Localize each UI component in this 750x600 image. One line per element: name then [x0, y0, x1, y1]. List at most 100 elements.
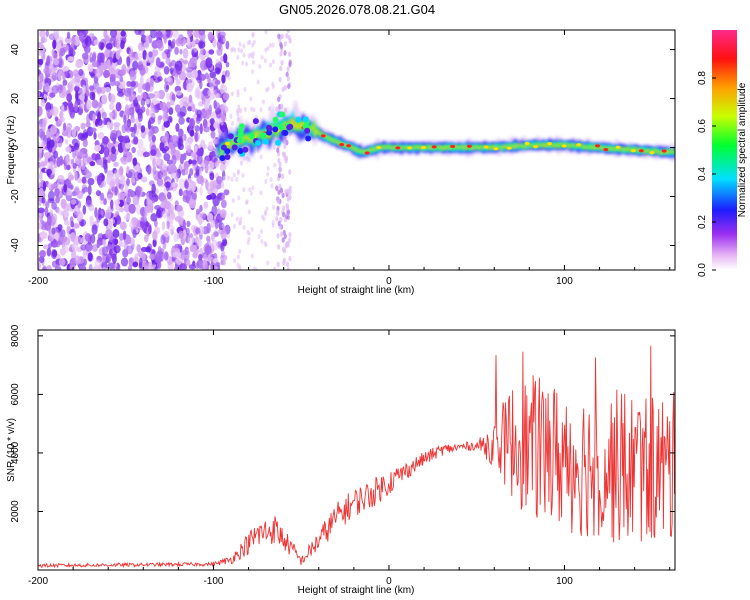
noise-blob: [263, 58, 267, 64]
noise-blob: [152, 238, 157, 248]
noise-blob: [66, 225, 71, 232]
spectrogram-x-axis: -200 -100 0 100: [28, 30, 671, 287]
noise-blob: [140, 98, 146, 107]
spectrogram-heatmap: [38, 30, 675, 270]
noise-blob: [79, 93, 85, 102]
noise-blob: [179, 178, 186, 190]
noise-blob: [239, 108, 243, 114]
noise-blob: [229, 113, 233, 119]
noise-blob: [154, 127, 159, 134]
noise-blob: [175, 78, 181, 86]
noise-blob: [48, 235, 54, 242]
onset-blob: [260, 132, 267, 139]
noise-blob: [125, 95, 130, 102]
noise-blob: [185, 66, 193, 73]
noise-blob: [154, 254, 160, 263]
noise-blob: [278, 166, 283, 173]
noise-blob: [125, 245, 134, 255]
noise-blob: [120, 156, 129, 165]
noise-blob: [150, 213, 158, 222]
noise-blob: [209, 262, 216, 270]
ridge-peak: [506, 146, 512, 150]
noise-blob: [269, 177, 273, 183]
noise-blob: [117, 192, 125, 201]
noise-blob: [271, 204, 275, 210]
noise-blob: [66, 31, 71, 40]
noise-blob: [39, 171, 43, 182]
noise-blob: [151, 196, 156, 204]
noise-blob: [179, 263, 188, 270]
noise-blob: [205, 155, 210, 163]
snr-frame: [37, 329, 676, 571]
noise-blob: [233, 258, 237, 264]
noise-blob: [159, 141, 165, 152]
noise-blob: [38, 222, 42, 230]
noise-blob: [109, 73, 116, 82]
noise-blob: [210, 239, 219, 251]
noise-blob: [242, 52, 246, 58]
noise-blob: [222, 175, 226, 181]
noise-blob: [38, 207, 45, 214]
noise-blob: [87, 65, 94, 72]
noise-blob: [74, 85, 80, 93]
onset-blob: [287, 123, 294, 130]
noise-blob: [95, 190, 102, 197]
noise-blob: [101, 111, 107, 120]
noise-blob: [128, 203, 136, 214]
noise-blob: [243, 87, 247, 93]
noise-blob: [206, 235, 211, 242]
noise-blob: [49, 209, 54, 217]
snr-x-tick-label: 0: [386, 576, 392, 587]
ridge-peak: [661, 149, 667, 153]
noise-blob: [97, 52, 103, 64]
noise-blob: [269, 62, 273, 68]
noise-blob: [74, 156, 82, 165]
noise-blob: [71, 249, 77, 261]
noise-blob: [195, 208, 200, 215]
onset-blob: [254, 140, 261, 147]
noise-blob: [79, 153, 86, 159]
noise-blob: [194, 131, 199, 143]
noise-blob: [190, 151, 196, 158]
noise-blob: [100, 192, 105, 201]
ridge-peak: [431, 145, 437, 149]
noise-blob: [249, 96, 253, 102]
ridge-peak: [547, 141, 553, 146]
noise-blob: [182, 47, 189, 59]
noise-blob: [251, 59, 255, 65]
noise-blob: [264, 179, 268, 185]
noise-blob: [157, 76, 163, 82]
noise-blob: [75, 60, 83, 69]
noise-blob: [39, 231, 48, 240]
noise-blob: [207, 141, 214, 150]
noise-blob: [85, 121, 91, 128]
noise-blob: [87, 177, 95, 186]
noise-blob: [111, 109, 116, 120]
noise-blob: [214, 67, 221, 74]
noise-blob: [219, 209, 227, 219]
noise-blob: [260, 55, 264, 61]
noise-blob: [230, 176, 234, 182]
noise-blob: [239, 216, 243, 222]
noise-blob: [80, 244, 87, 251]
noise-blob: [250, 253, 254, 259]
noise-blob: [90, 233, 96, 244]
noise-blob: [101, 261, 108, 270]
noise-blob: [251, 32, 255, 38]
noise-blob: [70, 198, 76, 205]
noise-blob: [85, 83, 89, 93]
noise-blob: [48, 139, 55, 148]
noise-blob: [139, 75, 144, 87]
noise-blob: [275, 216, 279, 222]
noise-blob: [249, 190, 253, 196]
noise-blob: [109, 102, 115, 111]
noise-blob: [138, 257, 143, 269]
noise-blob: [207, 77, 211, 84]
noise-blob: [178, 230, 184, 239]
noise-blob: [175, 172, 179, 183]
noise-blob: [44, 76, 49, 84]
noise-blob: [110, 151, 117, 163]
noise-blob: [246, 240, 250, 246]
noise-blob: [285, 71, 289, 78]
noise-blob: [252, 39, 256, 45]
